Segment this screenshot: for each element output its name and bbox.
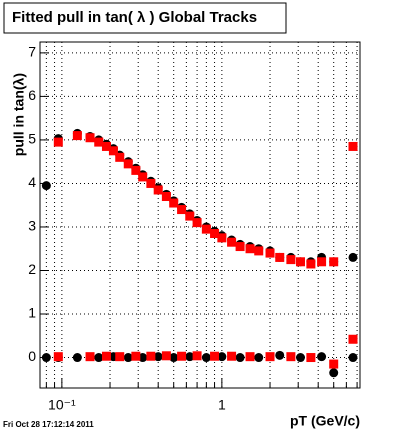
marker	[146, 178, 156, 188]
marker	[101, 351, 111, 361]
x-axis-label: pT (GeV/c)	[290, 413, 360, 429]
marker	[329, 368, 339, 378]
marker	[265, 248, 275, 258]
marker	[115, 352, 125, 362]
marker	[217, 352, 227, 362]
marker	[227, 237, 237, 247]
marker	[329, 359, 339, 369]
marker	[201, 224, 211, 234]
marker	[108, 146, 118, 156]
marker	[286, 352, 296, 362]
y-tick-label: 6	[28, 87, 36, 103]
marker	[85, 352, 95, 362]
marker	[306, 259, 316, 269]
marker	[254, 246, 264, 256]
marker	[286, 255, 296, 265]
marker	[227, 351, 237, 361]
marker	[94, 353, 104, 363]
marker	[235, 353, 245, 363]
marker	[138, 353, 148, 363]
marker	[123, 353, 133, 363]
marker	[161, 351, 171, 361]
marker	[41, 181, 51, 191]
marker	[295, 353, 305, 363]
marker	[329, 257, 339, 267]
marker	[348, 353, 358, 363]
marker	[348, 252, 358, 262]
footer: Fri Oct 28 17:12:14 2011	[3, 420, 94, 429]
marker	[101, 141, 111, 151]
title-box	[3, 2, 287, 34]
marker	[348, 141, 358, 151]
marker	[317, 352, 327, 362]
marker	[123, 159, 133, 169]
marker	[72, 131, 82, 141]
marker	[177, 205, 187, 215]
marker	[275, 350, 285, 360]
marker	[185, 352, 195, 362]
y-tick-label: 4	[28, 174, 36, 190]
marker	[161, 192, 171, 202]
marker	[153, 352, 163, 362]
marker	[245, 352, 255, 362]
marker	[115, 152, 125, 162]
marker	[192, 351, 202, 361]
marker	[94, 137, 104, 147]
marker	[146, 351, 156, 361]
y-axis-label: pull in tan(λ)	[11, 73, 27, 156]
y-tick-label: 1	[28, 305, 36, 321]
marker	[185, 211, 195, 221]
marker	[53, 352, 63, 362]
y-tick-label: 0	[28, 348, 36, 364]
y-tick-label: 7	[28, 44, 36, 60]
marker	[275, 252, 285, 262]
marker	[192, 218, 202, 228]
plot-frame	[39, 41, 361, 389]
marker	[245, 244, 255, 254]
x-tick-label: 10⁻¹	[48, 397, 76, 413]
marker	[254, 353, 264, 363]
marker	[138, 172, 148, 182]
marker	[169, 198, 179, 208]
marker	[53, 137, 63, 147]
marker	[177, 351, 187, 361]
marker	[295, 257, 305, 267]
chart-title: Fitted pull in tan( λ ) Global Tracks	[12, 9, 257, 26]
marker	[210, 351, 220, 361]
marker	[210, 228, 220, 238]
y-tick-label: 3	[28, 218, 36, 234]
marker	[72, 353, 82, 363]
y-tick-label: 5	[28, 131, 36, 147]
marker	[131, 165, 141, 175]
marker	[201, 353, 211, 363]
marker	[265, 352, 275, 362]
marker	[306, 353, 316, 363]
x-tick-label: 1	[218, 397, 226, 413]
marker	[131, 351, 141, 361]
marker	[41, 353, 51, 363]
marker	[169, 353, 179, 363]
marker	[235, 242, 245, 252]
marker	[217, 233, 227, 243]
marker	[317, 257, 327, 267]
marker	[85, 133, 95, 143]
y-tick-label: 2	[28, 261, 36, 277]
marker	[153, 185, 163, 195]
marker	[348, 334, 358, 344]
